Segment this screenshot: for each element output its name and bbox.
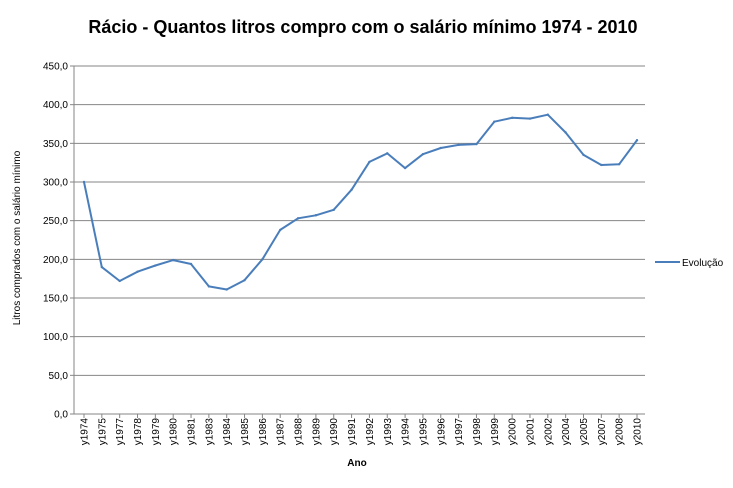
- legend: Evolução: [655, 258, 724, 269]
- x-tick-label: y1998: [472, 418, 483, 446]
- x-tick-label: y1981: [187, 418, 198, 446]
- x-tick-label: y1999: [490, 418, 501, 446]
- x-tick-label: y1985: [240, 418, 251, 446]
- y-tick-label: 150,0: [43, 294, 68, 305]
- series-layer: [82, 113, 639, 291]
- data-point: [261, 258, 264, 261]
- data-point: [136, 270, 139, 273]
- x-tick-label: y1983: [204, 418, 215, 446]
- data-point: [475, 142, 478, 146]
- data-point: [82, 180, 86, 184]
- y-tick-label: 300,0: [43, 178, 68, 189]
- x-tick-label: y1979: [151, 418, 162, 446]
- y-tick-label: 250,0: [43, 216, 68, 227]
- data-point: [100, 265, 104, 269]
- x-tick-label: y2001: [525, 418, 536, 446]
- x-tick-label: y1988: [294, 418, 305, 446]
- data-point: [493, 120, 496, 123]
- x-tick-label: y1978: [133, 418, 144, 446]
- x-tick-label: y1974: [80, 418, 91, 446]
- x-tick-label: y1995: [418, 418, 429, 446]
- x-tick-label: y2002: [543, 418, 554, 446]
- data-point: [296, 217, 300, 220]
- data-point: [314, 214, 318, 217]
- data-point: [564, 131, 567, 134]
- data-point: [510, 116, 514, 120]
- chart-title: Rácio - Quantos litros compro com o salá…: [88, 17, 637, 37]
- x-tick-label: y1989: [311, 418, 322, 446]
- data-point: [189, 262, 193, 266]
- data-point: [350, 188, 353, 191]
- x-tick-label: y2010: [633, 418, 644, 446]
- data-point: [403, 166, 407, 170]
- data-point: [439, 146, 442, 150]
- y-tick-label: 100,0: [43, 332, 68, 343]
- y-tick-label: 50,0: [49, 371, 69, 382]
- data-point: [582, 153, 585, 157]
- data-point: [332, 208, 335, 212]
- x-tick-label: y2004: [561, 418, 572, 446]
- x-tick-label: y1977: [115, 418, 126, 446]
- data-point: [243, 279, 246, 282]
- series-line-0: [83, 113, 638, 291]
- y-axis-title: Litros comprados com o salário mínimo: [12, 150, 23, 325]
- y-tick-label: 200,0: [43, 255, 68, 266]
- data-point: [600, 163, 603, 167]
- data-point: [421, 152, 425, 156]
- data-point: [546, 113, 550, 116]
- y-tick-label: 0,0: [54, 410, 68, 421]
- data-point: [368, 160, 371, 164]
- legend-label-evolucao: Evolução: [682, 258, 724, 269]
- data-point: [635, 139, 639, 142]
- x-tick-label: y2007: [597, 418, 608, 446]
- data-point: [171, 258, 175, 262]
- x-tick-label: y1990: [329, 418, 340, 446]
- x-tick-label: y1996: [436, 418, 447, 446]
- data-point: [225, 288, 228, 291]
- x-tick-label: y2005: [579, 418, 590, 446]
- data-point: [207, 285, 211, 288]
- axes: [73, 66, 645, 415]
- data-point: [528, 117, 532, 120]
- x-tick-label: y1986: [258, 418, 269, 446]
- data-point: [154, 264, 157, 267]
- x-tick-label: y1975: [97, 418, 108, 446]
- y-tick-label: 400,0: [43, 100, 68, 111]
- data-point: [617, 163, 621, 166]
- data-point: [279, 228, 282, 232]
- x-tick-label: y1992: [365, 418, 376, 446]
- x-tick-label: y2000: [508, 418, 519, 446]
- gridlines: [74, 65, 645, 376]
- data-point: [118, 279, 121, 283]
- x-tick-label: y1991: [347, 418, 358, 446]
- data-point: [457, 143, 460, 147]
- x-tick-label: y1984: [222, 418, 233, 446]
- x-tick-label: y1993: [383, 418, 394, 446]
- x-axis-title: Ano: [347, 458, 366, 469]
- x-tick-label: y1997: [454, 418, 465, 446]
- x-tick-label: y2008: [615, 418, 626, 446]
- data-point: [386, 152, 389, 155]
- y-tick-label: 450,0: [43, 62, 68, 73]
- x-axis-ticks: y1974 y1975 y1977 y1978 y1979 y1980 y1981 y1983…: [80, 414, 644, 445]
- y-axis-ticks: 0,0 50,0 100,0 150,0 200,0 250,0 300,0 350,0 400…: [43, 62, 74, 421]
- x-tick-label: y1994: [401, 418, 412, 446]
- x-tick-label: y1980: [169, 418, 180, 446]
- y-tick-label: 350,0: [43, 139, 68, 150]
- x-tick-label: y1987: [276, 418, 287, 446]
